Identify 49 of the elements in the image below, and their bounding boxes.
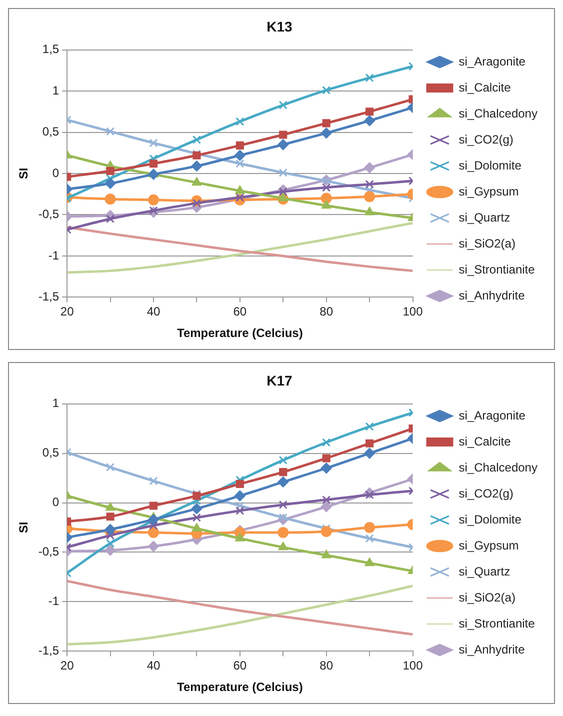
x-tick-label: 40 — [146, 658, 160, 673]
y-tick-label: 1,5 — [42, 42, 60, 56]
chart-title: K17 — [266, 372, 293, 388]
x-tick-label: 20 — [60, 658, 74, 673]
legend-label: si_SiO2(a) — [458, 590, 516, 604]
x-tick-label: 100 — [402, 658, 424, 673]
chart-title: K13 — [266, 18, 293, 34]
legend-label: si_Strontianite — [458, 616, 536, 630]
legend-label: si_Aragonite — [458, 408, 526, 422]
y-tick-label: 0,5 — [42, 124, 60, 139]
y-tick-label: 1 — [52, 396, 60, 410]
legend-label: si_Aragonite — [458, 54, 526, 68]
x-tick-label: 80 — [320, 658, 334, 673]
y-axis-title: SI — [16, 168, 31, 180]
y-axis-title: SI — [16, 522, 31, 534]
legend-label: si_Gypsum — [458, 184, 519, 198]
legend-label: si_Chalcedony — [458, 106, 538, 120]
legend-label: si_Dolomite — [458, 158, 522, 172]
legend-label: si_CO2(g) — [458, 132, 514, 146]
y-tick-label: 0,5 — [42, 446, 60, 460]
legend-label: si_Dolomite — [458, 512, 522, 526]
y-tick-label: -0,5 — [38, 207, 60, 222]
x-tick-label: 40 — [146, 304, 160, 319]
x-tick-label: 20 — [60, 304, 74, 319]
legend-label: si_Calcite — [458, 80, 512, 94]
legend-label: si_Calcite — [458, 434, 512, 448]
x-tick-label: 100 — [402, 304, 424, 319]
y-tick-label: 0 — [52, 166, 60, 180]
x-axis-title: Temperature (Celcius) — [177, 680, 303, 694]
y-tick-label: -1,5 — [38, 290, 60, 304]
legend-label: si_Chalcedony — [458, 460, 538, 474]
y-tick-label: -1 — [48, 248, 60, 262]
y-tick-label: 1 — [52, 83, 60, 98]
y-tick-label: -0,5 — [38, 544, 60, 559]
legend-label: si_Quartz — [458, 564, 510, 578]
y-tick-label: -1 — [48, 594, 60, 608]
legend-label: si_Quartz — [458, 210, 510, 224]
legend-label: si_Anhydrite — [458, 642, 526, 656]
legend-label: si_Strontianite — [458, 262, 536, 276]
y-tick-label: 0 — [52, 495, 60, 510]
x-axis-title: Temperature (Celcius) — [177, 326, 303, 340]
legend-label: si_Gypsum — [458, 538, 519, 552]
legend-label: si_SiO2(a) — [458, 236, 516, 250]
legend-label: si_CO2(g) — [458, 486, 514, 500]
y-tick-label: -1,5 — [38, 644, 60, 658]
x-tick-label: 60 — [233, 658, 247, 673]
x-tick-label: 80 — [320, 304, 334, 319]
legend-label: si_Anhydrite — [458, 288, 526, 302]
x-tick-label: 60 — [233, 304, 247, 319]
